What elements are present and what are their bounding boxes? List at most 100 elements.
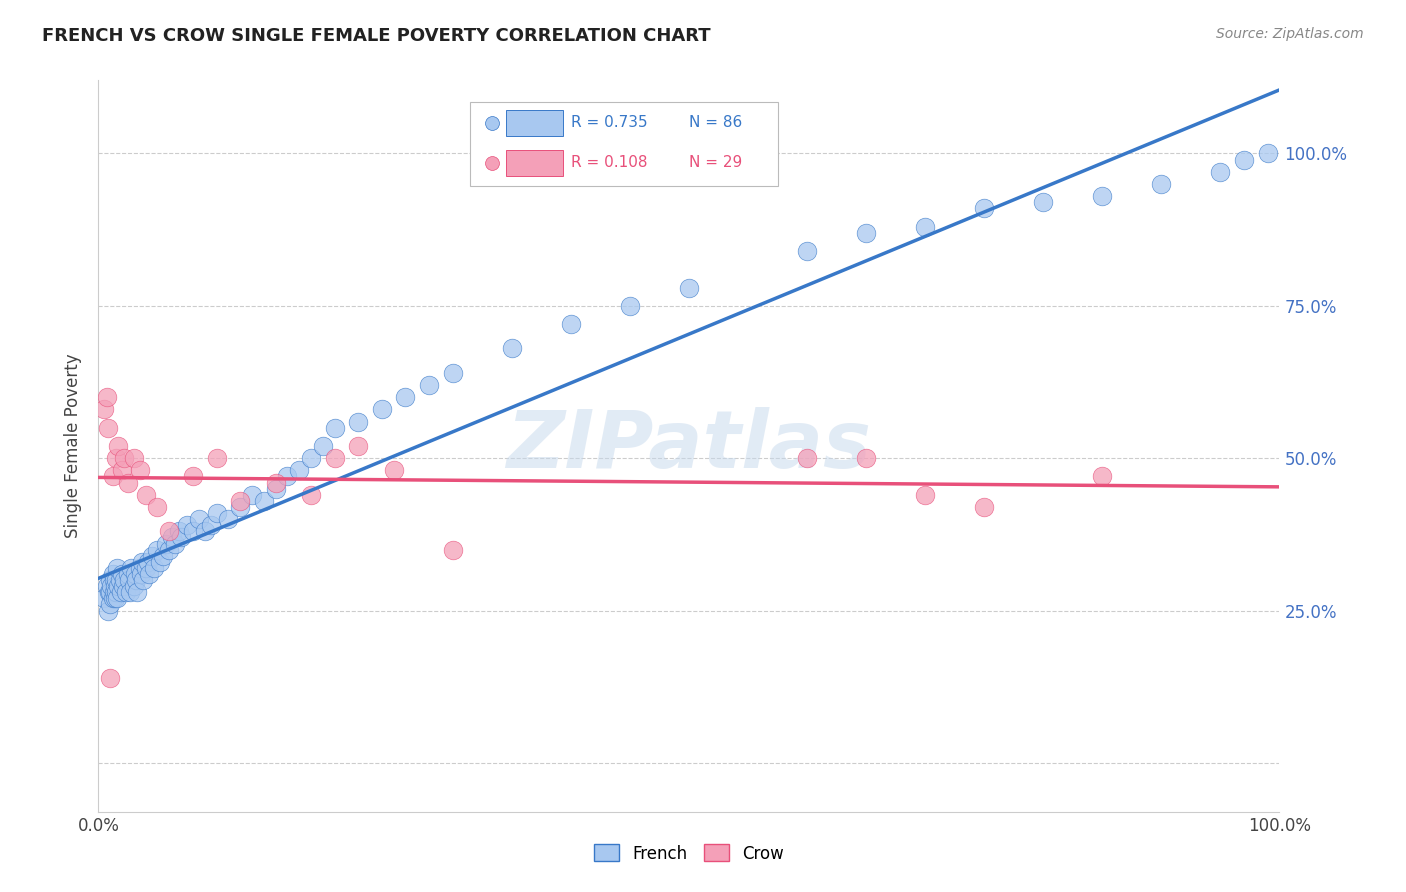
Point bbox=[152, 549, 174, 563]
Point bbox=[253, 494, 276, 508]
Point bbox=[796, 451, 818, 466]
FancyBboxPatch shape bbox=[471, 103, 778, 186]
Point bbox=[1032, 195, 1054, 210]
Point bbox=[481, 215, 503, 229]
Point bbox=[914, 219, 936, 234]
Point bbox=[112, 579, 135, 593]
Point bbox=[155, 536, 177, 550]
Point bbox=[122, 451, 145, 466]
Point bbox=[194, 524, 217, 539]
Point bbox=[312, 439, 335, 453]
Point bbox=[105, 451, 128, 466]
Point bbox=[105, 561, 128, 575]
Point bbox=[205, 451, 228, 466]
Point bbox=[98, 585, 121, 599]
Point bbox=[122, 579, 145, 593]
Text: ZIPatlas: ZIPatlas bbox=[506, 407, 872, 485]
Point bbox=[141, 549, 163, 563]
Point bbox=[276, 469, 298, 483]
Text: N = 86: N = 86 bbox=[689, 115, 742, 130]
Point bbox=[1091, 469, 1114, 483]
Point bbox=[796, 244, 818, 258]
Point bbox=[501, 342, 523, 356]
Point bbox=[118, 573, 141, 587]
Point bbox=[205, 506, 228, 520]
Point bbox=[98, 671, 121, 685]
Point bbox=[973, 202, 995, 216]
Text: Source: ZipAtlas.com: Source: ZipAtlas.com bbox=[1216, 27, 1364, 41]
Point bbox=[125, 573, 148, 587]
Point bbox=[96, 579, 118, 593]
Point bbox=[229, 500, 252, 514]
Point bbox=[323, 451, 346, 466]
Point bbox=[167, 524, 190, 539]
Point bbox=[129, 567, 152, 582]
Point bbox=[93, 591, 115, 606]
Point bbox=[103, 585, 125, 599]
Point bbox=[103, 573, 125, 587]
Point bbox=[619, 299, 641, 313]
Point bbox=[217, 512, 239, 526]
Point bbox=[100, 579, 122, 593]
Point bbox=[138, 567, 160, 582]
Point bbox=[132, 573, 155, 587]
Point bbox=[146, 500, 169, 514]
Point bbox=[382, 463, 405, 477]
Y-axis label: Single Female Poverty: Single Female Poverty bbox=[65, 354, 83, 538]
Point bbox=[149, 555, 172, 569]
Point bbox=[97, 421, 120, 435]
Point bbox=[136, 555, 159, 569]
Point bbox=[347, 415, 370, 429]
Point bbox=[98, 585, 121, 599]
Point bbox=[855, 451, 877, 466]
Point bbox=[101, 567, 124, 582]
Point bbox=[187, 512, 209, 526]
Point bbox=[98, 573, 121, 587]
Point bbox=[418, 378, 440, 392]
Point bbox=[299, 488, 322, 502]
Point bbox=[111, 567, 134, 582]
Point bbox=[323, 421, 346, 435]
Point bbox=[135, 561, 157, 575]
Point bbox=[481, 182, 503, 196]
Point bbox=[973, 500, 995, 514]
Point bbox=[120, 585, 142, 599]
Point bbox=[1091, 189, 1114, 203]
Point bbox=[394, 390, 416, 404]
Point bbox=[181, 524, 204, 539]
Point bbox=[1209, 165, 1232, 179]
Point bbox=[131, 555, 153, 569]
Point bbox=[107, 439, 129, 453]
Point bbox=[110, 585, 132, 599]
Point bbox=[157, 524, 180, 539]
Point bbox=[299, 451, 322, 466]
Point bbox=[124, 567, 146, 582]
Point bbox=[1233, 153, 1256, 167]
Point bbox=[121, 561, 143, 575]
Text: N = 29: N = 29 bbox=[689, 155, 742, 170]
Point bbox=[114, 585, 136, 599]
Bar bbox=[506, 150, 562, 176]
Point bbox=[127, 585, 149, 599]
Text: R = 0.735: R = 0.735 bbox=[571, 115, 647, 130]
Point bbox=[98, 598, 121, 612]
Point bbox=[104, 579, 127, 593]
Point bbox=[160, 530, 183, 544]
Point bbox=[264, 482, 287, 496]
Point bbox=[146, 542, 169, 557]
Point bbox=[157, 542, 180, 557]
Point bbox=[97, 604, 120, 618]
Point bbox=[371, 402, 394, 417]
Point bbox=[170, 530, 193, 544]
Point bbox=[1257, 146, 1279, 161]
Point bbox=[229, 494, 252, 508]
Point bbox=[1150, 177, 1173, 191]
Text: R = 0.108: R = 0.108 bbox=[571, 155, 647, 170]
Point bbox=[264, 475, 287, 490]
Point bbox=[117, 567, 139, 582]
Point bbox=[112, 451, 135, 466]
Point bbox=[288, 463, 311, 477]
Text: FRENCH VS CROW SINGLE FEMALE POVERTY CORRELATION CHART: FRENCH VS CROW SINGLE FEMALE POVERTY COR… bbox=[42, 27, 711, 45]
Point bbox=[101, 591, 124, 606]
Point bbox=[135, 488, 157, 502]
